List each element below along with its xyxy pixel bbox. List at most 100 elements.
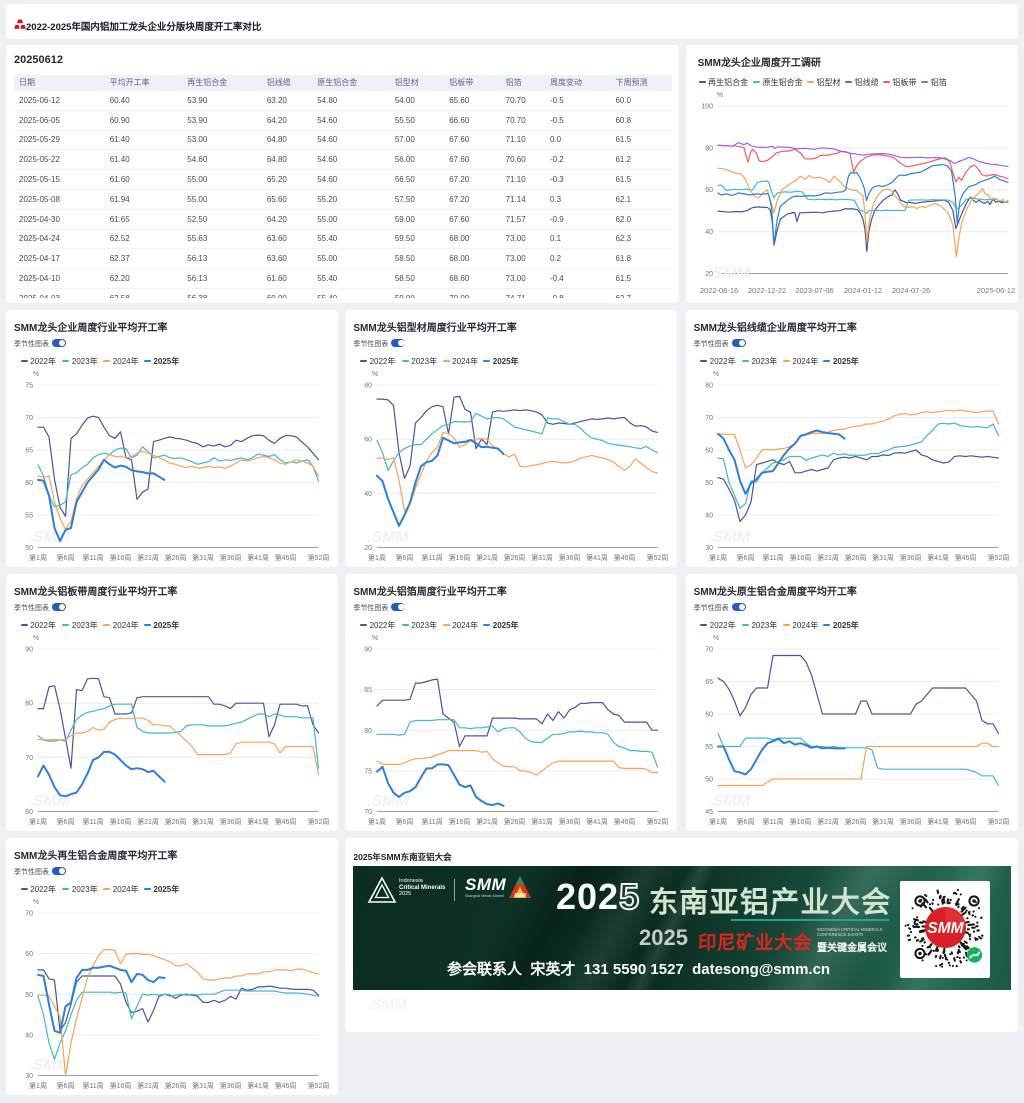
svg-text:65: 65 — [705, 679, 713, 686]
svg-text:第1周: 第1周 — [368, 817, 386, 826]
svg-text:第52周: 第52周 — [647, 553, 669, 562]
svg-text:第46周: 第46周 — [614, 553, 636, 562]
svg-text:%: % — [712, 635, 718, 642]
svg-text:第1周: 第1周 — [29, 1081, 47, 1090]
svg-text:75: 75 — [365, 768, 373, 775]
svg-text:50: 50 — [705, 777, 713, 784]
svg-text:第11周: 第11周 — [82, 1081, 103, 1090]
svg-text:2024-07-26: 2024-07-26 — [891, 286, 929, 295]
svg-text:第11周: 第11周 — [82, 553, 103, 562]
svg-text:第41周: 第41周 — [586, 553, 608, 562]
svg-text:第31周: 第31周 — [192, 1081, 214, 1090]
svg-text:40: 40 — [365, 491, 373, 498]
svg-text:40: 40 — [705, 513, 713, 520]
svg-text:%: % — [33, 371, 39, 378]
svg-text:第6周: 第6周 — [396, 553, 414, 562]
svg-text:第6周: 第6周 — [736, 817, 754, 826]
svg-text:第31周: 第31周 — [192, 553, 214, 562]
svg-text:第16周: 第16周 — [110, 817, 132, 826]
svg-text:80: 80 — [705, 145, 713, 152]
svg-text:2022-12-22: 2022-12-22 — [747, 286, 785, 295]
svg-text:SMM: SMM — [927, 920, 964, 937]
svg-text:70: 70 — [705, 647, 713, 654]
svg-text:第11周: 第11周 — [422, 817, 443, 826]
svg-text:第31周: 第31周 — [192, 817, 214, 826]
svg-text:%: % — [33, 635, 39, 642]
svg-text:第41周: 第41周 — [247, 817, 269, 826]
svg-text:第26周: 第26周 — [844, 817, 866, 826]
svg-text:100: 100 — [701, 104, 713, 111]
svg-text:第36周: 第36周 — [559, 817, 581, 826]
svg-text:第26周: 第26周 — [165, 1081, 187, 1090]
svg-text:60: 60 — [365, 437, 373, 444]
svg-text:20: 20 — [705, 271, 713, 278]
svg-text:第41周: 第41周 — [927, 553, 949, 562]
svg-text:50: 50 — [25, 545, 33, 552]
svg-text:第46周: 第46周 — [954, 553, 976, 562]
svg-text:60: 60 — [705, 187, 713, 194]
svg-text:40: 40 — [705, 229, 713, 236]
svg-text:%: % — [33, 899, 39, 906]
svg-text:70: 70 — [25, 415, 33, 422]
svg-text:.SMM: .SMM — [708, 265, 750, 282]
svg-text:第31周: 第31周 — [872, 553, 894, 562]
svg-text:第36周: 第36周 — [220, 553, 242, 562]
svg-text:第46周: 第46周 — [954, 817, 976, 826]
svg-text:70: 70 — [25, 911, 33, 918]
svg-text:第41周: 第41周 — [247, 553, 269, 562]
svg-text:第41周: 第41周 — [247, 1081, 269, 1090]
svg-text:第1周: 第1周 — [709, 553, 727, 562]
svg-text:第21周: 第21周 — [137, 817, 159, 826]
svg-text:第46周: 第46周 — [614, 817, 636, 826]
svg-text:第16周: 第16周 — [789, 553, 811, 562]
svg-text:第52周: 第52周 — [308, 817, 330, 826]
svg-text:第16周: 第16周 — [449, 553, 471, 562]
svg-text:第1周: 第1周 — [368, 553, 386, 562]
svg-text:第1周: 第1周 — [29, 817, 47, 826]
svg-text:第31周: 第31周 — [531, 553, 553, 562]
svg-text:2023-07-06: 2023-07-06 — [795, 286, 833, 295]
svg-text:第36周: 第36周 — [899, 817, 921, 826]
svg-text:第26周: 第26周 — [504, 553, 526, 562]
svg-text:第11周: 第11周 — [762, 553, 783, 562]
svg-text:45: 45 — [705, 809, 713, 816]
svg-text:第36周: 第36周 — [899, 553, 921, 562]
svg-text:第46周: 第46周 — [275, 817, 297, 826]
svg-text:70: 70 — [25, 755, 33, 762]
svg-text:70: 70 — [705, 415, 713, 422]
svg-text:%: % — [372, 371, 378, 378]
svg-text:80: 80 — [365, 728, 373, 735]
svg-text:第26周: 第26周 — [844, 553, 866, 562]
svg-text:第52周: 第52周 — [647, 817, 669, 826]
svg-text:第16周: 第16周 — [449, 817, 471, 826]
svg-text:第6周: 第6周 — [736, 553, 754, 562]
svg-text:%: % — [712, 371, 718, 378]
svg-text:75: 75 — [25, 383, 33, 390]
svg-text:2022-06-16: 2022-06-16 — [699, 286, 737, 295]
svg-text:第21周: 第21周 — [476, 817, 498, 826]
svg-text:80: 80 — [705, 383, 713, 390]
svg-text:第26周: 第26周 — [165, 817, 187, 826]
svg-text:第31周: 第31周 — [531, 817, 553, 826]
svg-text:第16周: 第16周 — [110, 1081, 132, 1090]
svg-text:第1周: 第1周 — [29, 553, 47, 562]
svg-text:40: 40 — [25, 1032, 33, 1039]
svg-text:AMM: AMM — [514, 893, 526, 899]
svg-text:90: 90 — [365, 647, 373, 654]
svg-text:第36周: 第36周 — [559, 553, 581, 562]
svg-text:30: 30 — [705, 545, 713, 552]
svg-text:90: 90 — [25, 647, 33, 654]
svg-text:第41周: 第41周 — [586, 817, 608, 826]
svg-text:第41周: 第41周 — [927, 817, 949, 826]
svg-text:30: 30 — [25, 1073, 33, 1080]
svg-text:第46周: 第46周 — [275, 553, 297, 562]
svg-text:第52周: 第52周 — [308, 1081, 330, 1090]
svg-text:第16周: 第16周 — [110, 553, 132, 562]
svg-text:第6周: 第6周 — [57, 1081, 75, 1090]
svg-text:第1周: 第1周 — [709, 817, 727, 826]
svg-text:第6周: 第6周 — [57, 817, 75, 826]
svg-text:第11周: 第11周 — [82, 817, 103, 826]
svg-text:第52周: 第52周 — [987, 553, 1009, 562]
svg-text:第46周: 第46周 — [275, 1081, 297, 1090]
svg-text:第52周: 第52周 — [987, 817, 1009, 826]
